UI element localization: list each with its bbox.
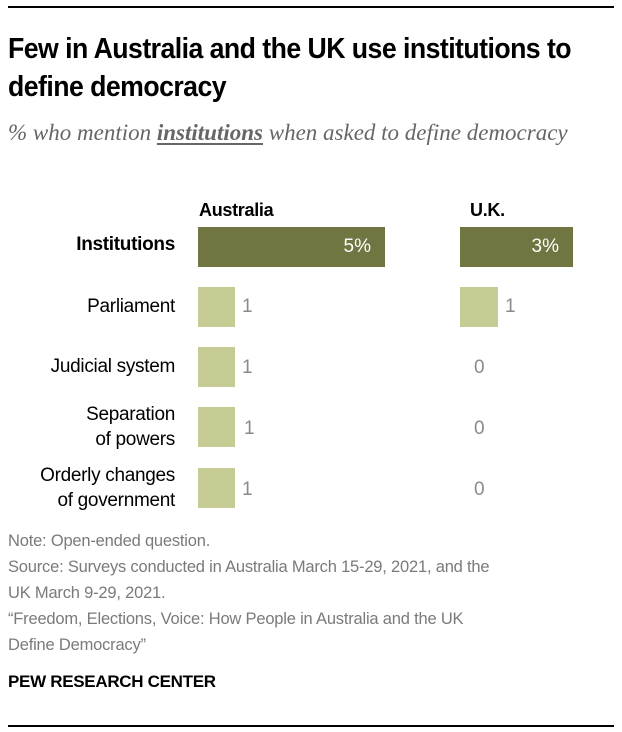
column-header-uk: U.K. [470, 200, 505, 220]
value-uk-judicial-system: 0 [474, 357, 485, 378]
label-line: Separation [86, 404, 175, 425]
label-line: of powers [95, 429, 175, 450]
label-line: of government [57, 490, 175, 511]
bar-uk-institutions: 3% [460, 227, 573, 267]
report-title-line1: “Freedom, Elections, Voice: How People i… [8, 610, 464, 628]
report-title-line2: Define Democracy” [8, 636, 146, 654]
pew-research-center-logo-text: PEW RESEARCH CENTER [8, 672, 216, 691]
bottom-rule [8, 725, 614, 727]
chart-title: Few in Australia and the UK use institut… [8, 33, 572, 103]
chart-subtitle: % who mention institutions when asked to… [8, 118, 608, 147]
column-header-australia: Australia [199, 200, 274, 220]
subtitle-prefix: % who mention [8, 120, 157, 145]
bar-australia-institutions: 5% [198, 227, 385, 267]
value-australia-separation-of-powers: 1 [244, 418, 255, 439]
row-label-institutions: Institutions [76, 234, 175, 255]
bar-value: 5% [343, 236, 371, 257]
value-australia-orderly-changes: 1 [242, 479, 253, 500]
value-uk-orderly-changes: 0 [474, 479, 485, 500]
bar-australia-orderly-changes [198, 468, 235, 508]
value-australia-parliament: 1 [242, 296, 253, 317]
footnotes: Note: Open-ended question. Source: Surve… [8, 528, 618, 658]
top-rule [8, 6, 614, 8]
value-australia-judicial-system: 1 [242, 357, 253, 378]
subtitle-emphasis: institutions [156, 120, 263, 145]
bar-australia-parliament [198, 287, 235, 327]
bar-value: 3% [531, 236, 559, 257]
row-label-parliament: Parliament [87, 296, 175, 317]
row-label-orderly-changes-of-government: Orderly changes of government [40, 463, 175, 513]
bar-uk-parliament [460, 287, 498, 327]
value-uk-parliament: 1 [505, 296, 516, 317]
bar-australia-judicial-system [198, 347, 235, 387]
row-label-separation-of-powers: Separation of powers [86, 402, 175, 452]
value-uk-separation-of-powers: 0 [474, 418, 485, 439]
row-label-judicial-system: Judicial system [50, 356, 176, 377]
bar-australia-separation-of-powers [198, 407, 235, 447]
subtitle-suffix: when asked to define democracy [262, 120, 568, 145]
note-text: Note: Open-ended question. [8, 532, 211, 550]
source-text-line1: Source: Surveys conducted in Australia M… [8, 558, 490, 576]
label-line: Orderly changes [40, 465, 175, 486]
source-text-line2: UK March 9-29, 2021. [8, 584, 166, 602]
